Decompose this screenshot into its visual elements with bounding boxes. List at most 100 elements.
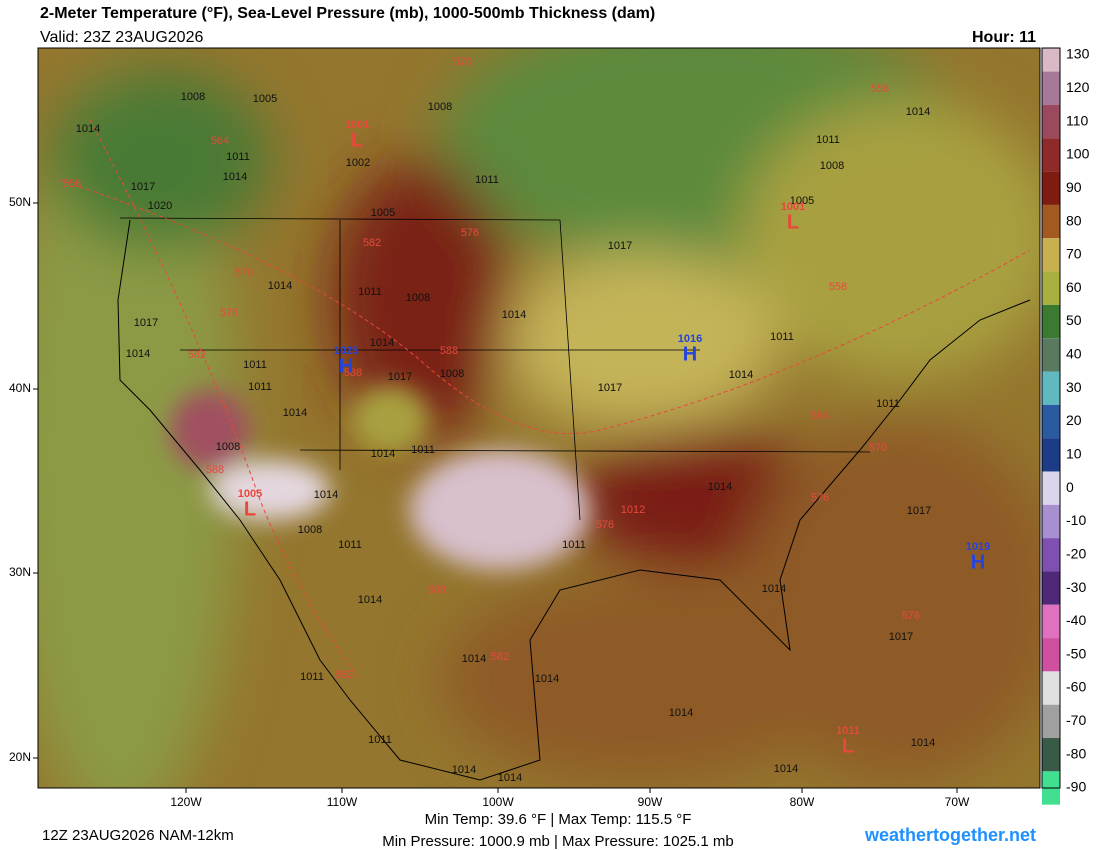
map-frame [37, 47, 1041, 789]
isobar-label: 1014 [314, 489, 338, 501]
lon-label: 120W [170, 795, 202, 809]
isobar-label: 1014 [535, 673, 559, 685]
lat-label: 40N [9, 381, 31, 395]
colorbar-label: 110 [1066, 112, 1089, 128]
center-value: 1011 [836, 725, 860, 737]
thickness-label: 582 [363, 237, 381, 249]
isobar-label: 1014 [283, 407, 307, 419]
lon-label: 80W [790, 795, 815, 809]
colorbar-label: 130 [1066, 46, 1090, 62]
thickness-label: 576 [902, 610, 920, 622]
isobar-label: 1017 [608, 240, 632, 252]
isobar-label: 1008 [820, 160, 844, 172]
isobar-label: 1014 [729, 369, 753, 381]
thickness-label: 582 [491, 651, 509, 663]
lon-label: 100W [482, 795, 514, 809]
colorbar-bin [1042, 338, 1060, 372]
colorbar-label: 30 [1066, 379, 1082, 395]
thickness-label: 558 [871, 83, 889, 95]
colorbar-bin [1042, 571, 1060, 605]
isobar-label: 1017 [889, 631, 913, 643]
isobar-label: 1008 [406, 292, 430, 304]
isobar-label: 1014 [774, 763, 798, 775]
map-labels: 120W 110W 100W 90W 80W 70W 50N 40N 30N 20N 1008 100… [9, 56, 990, 809]
thickness-label: 564 [211, 135, 229, 147]
center-letter: L [244, 498, 256, 520]
lat-label: 20N [9, 750, 31, 764]
lon-label: 90W [638, 795, 663, 809]
isobar-label: 1014 [906, 106, 930, 118]
isobar-label: 1014 [223, 171, 247, 183]
isobar-label: 1005 [371, 207, 395, 219]
colorbar-label: -10 [1066, 512, 1086, 528]
lon-label: 70W [945, 795, 970, 809]
isobar-label: 1011 [562, 539, 586, 551]
center-value: 1025 [334, 345, 358, 357]
colorbar: 1301201101009080706050403020100-10-20-30… [1041, 46, 1090, 805]
colorbar-bin [1042, 738, 1060, 772]
title: 2-Meter Temperature (°F), Sea-Level Pres… [40, 5, 655, 22]
thickness-label: 576 [811, 492, 829, 504]
colorbar-label: 100 [1066, 146, 1090, 162]
center-letter: H [339, 355, 353, 377]
center-value: 1001 [345, 119, 369, 131]
isobar-label: 1014 [708, 481, 732, 493]
thickness-label: 588 [206, 464, 224, 476]
isobar-label: 1008 [440, 368, 464, 380]
isobar-label: 1011 [816, 134, 840, 146]
colorbar-label: -20 [1066, 545, 1086, 561]
isobar-label: 1017 [598, 382, 622, 394]
isobar-label: 1005 [790, 195, 814, 207]
colorbar-bin [1042, 371, 1060, 405]
isobar-label: 1017 [131, 181, 155, 193]
thickness-label: 570 [235, 267, 253, 279]
isobar-label: 1014 [498, 772, 522, 784]
isobar-label: 1011 [876, 398, 900, 410]
isobar-label: 1011 [338, 539, 362, 551]
isobar-label: 1014 [669, 707, 693, 719]
isobar-label: 1017 [388, 371, 412, 383]
lat-label: 50N [9, 195, 31, 209]
colorbar-bin [1042, 404, 1060, 439]
thickness-label: 576 [461, 227, 479, 239]
isobar-label: 1014 [452, 764, 476, 776]
isobar-label: 1020 [148, 200, 172, 212]
thickness-label: 570 [869, 442, 887, 454]
colorbar-bin [1042, 604, 1060, 639]
center-value: 1019 [966, 541, 990, 553]
colorbar-bin [1042, 304, 1060, 339]
thickness-label: 576 [220, 307, 238, 319]
colorbar-label: 60 [1066, 279, 1082, 295]
colorbar-bin [1042, 271, 1060, 305]
colorbar-bin [1042, 504, 1060, 539]
isobar-label: 1008 [181, 91, 205, 103]
colorbar-label: 40 [1066, 346, 1082, 362]
thickness-label: 564 [811, 410, 829, 422]
colorbar-label: -60 [1066, 679, 1086, 695]
isobar-label: 1017 [134, 317, 158, 329]
colorbar-label: 80 [1066, 212, 1082, 228]
thickness-label: 588 [344, 367, 362, 379]
isobar-label: 1011 [411, 444, 435, 456]
thickness-label: 570 [454, 56, 472, 68]
center-value: 1001 [781, 201, 805, 213]
center-letter: L [351, 129, 363, 151]
colorbar-bin [1042, 138, 1060, 172]
valid-time: Valid: 23Z 23AUG2026 [40, 29, 203, 46]
thickness-label: 558 [63, 178, 81, 190]
colorbar-label: -70 [1066, 712, 1086, 728]
isobar-label: 1005 [253, 93, 277, 105]
model-run: 12Z 23AUG2026 NAM-12km [42, 827, 234, 844]
isobar-label: 1014 [358, 594, 382, 606]
colorbar-label: -50 [1066, 645, 1086, 661]
center-letter: H [971, 551, 985, 573]
isobar-label: 1014 [762, 583, 786, 595]
colorbar-bin [1042, 671, 1060, 705]
colorbar-bin [1042, 71, 1060, 105]
isobar-label: 1008 [298, 524, 322, 536]
isobar-label: 1014 [126, 348, 150, 360]
thickness-label: 588 [440, 345, 458, 357]
isobar-label: 1011 [300, 671, 324, 683]
forecast-hour: Hour: 11 [972, 29, 1036, 46]
temp-range: Min Temp: 39.6 °F | Max Temp: 115.5 °F [425, 811, 692, 828]
